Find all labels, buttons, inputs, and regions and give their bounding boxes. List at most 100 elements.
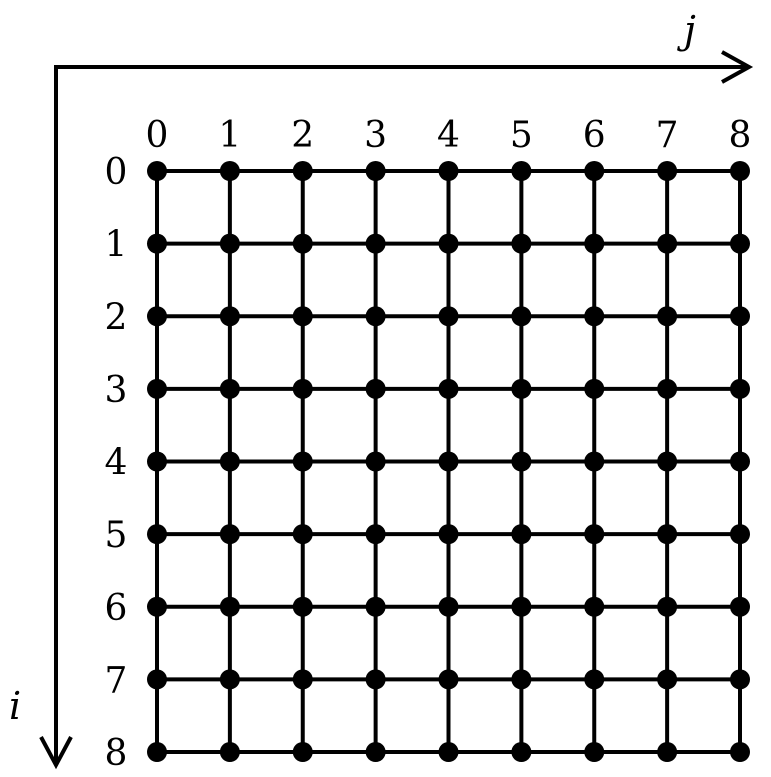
row-label-3: 3 <box>105 370 128 411</box>
j-axis-label: j <box>677 8 696 52</box>
column-label-2: 2 <box>291 115 314 156</box>
node-3-5 <box>511 378 532 399</box>
node-4-1 <box>219 451 240 472</box>
node-4-2 <box>292 451 313 472</box>
node-3-8 <box>730 378 750 399</box>
node-1-2 <box>292 233 313 254</box>
column-label-0: 0 <box>146 115 169 156</box>
node-7-2 <box>292 669 313 690</box>
node-6-2 <box>292 596 313 617</box>
column-label-5: 5 <box>510 115 533 156</box>
node-6-7 <box>657 596 678 617</box>
node-4-3 <box>365 451 386 472</box>
row-label-5: 5 <box>105 515 128 556</box>
node-1-3 <box>365 233 386 254</box>
row-label-8: 8 <box>105 733 128 774</box>
node-0-1 <box>219 161 240 181</box>
node-2-3 <box>365 306 386 327</box>
node-8-1 <box>219 742 240 762</box>
node-6-4 <box>438 596 459 617</box>
row-label-6: 6 <box>105 588 128 629</box>
node-8-2 <box>292 742 313 762</box>
node-1-6 <box>584 233 605 254</box>
row-label-1: 1 <box>105 225 128 266</box>
node-6-6 <box>584 596 605 617</box>
node-3-0 <box>147 378 167 399</box>
node-3-3 <box>365 378 386 399</box>
node-5-8 <box>730 524 750 545</box>
node-0-3 <box>365 161 386 181</box>
node-7-1 <box>219 669 240 690</box>
node-4-5 <box>511 451 532 472</box>
node-8-4 <box>438 742 459 762</box>
node-4-8 <box>730 451 750 472</box>
node-8-0 <box>147 742 167 762</box>
node-1-7 <box>657 233 678 254</box>
node-0-8 <box>730 161 750 181</box>
node-5-6 <box>584 524 605 545</box>
node-7-4 <box>438 669 459 690</box>
node-0-6 <box>584 161 605 181</box>
node-0-2 <box>292 161 313 181</box>
node-3-1 <box>219 378 240 399</box>
node-0-5 <box>511 161 532 181</box>
node-1-4 <box>438 233 459 254</box>
grid-nodes <box>147 161 750 762</box>
node-6-0 <box>147 596 167 617</box>
node-7-8 <box>730 669 750 690</box>
row-label-4: 4 <box>105 443 128 484</box>
node-3-4 <box>438 378 459 399</box>
node-6-8 <box>730 596 750 617</box>
node-3-2 <box>292 378 313 399</box>
node-5-4 <box>438 524 459 545</box>
node-6-3 <box>365 596 386 617</box>
node-8-3 <box>365 742 386 762</box>
node-4-7 <box>657 451 678 472</box>
node-7-3 <box>365 669 386 690</box>
column-label-6: 6 <box>583 115 606 156</box>
node-3-7 <box>657 378 678 399</box>
node-2-6 <box>584 306 605 327</box>
node-1-0 <box>147 233 167 254</box>
node-7-5 <box>511 669 532 690</box>
column-labels: 0 1 2 3 4 5 6 7 8 <box>146 115 752 156</box>
node-4-4 <box>438 451 459 472</box>
node-0-4 <box>438 161 459 181</box>
node-8-5 <box>511 742 532 762</box>
column-label-4: 4 <box>437 115 460 156</box>
node-2-1 <box>219 306 240 327</box>
node-8-7 <box>657 742 678 762</box>
node-2-2 <box>292 306 313 327</box>
node-2-7 <box>657 306 678 327</box>
node-0-7 <box>657 161 678 181</box>
row-label-2: 2 <box>105 297 128 338</box>
j-axis-arrowhead <box>721 50 754 84</box>
node-7-6 <box>584 669 605 690</box>
row-label-0: 0 <box>105 152 128 193</box>
node-8-6 <box>584 742 605 762</box>
node-5-3 <box>365 524 386 545</box>
node-2-0 <box>147 306 167 327</box>
row-labels: 0 1 2 3 4 5 6 7 8 <box>105 152 128 774</box>
column-label-3: 3 <box>364 115 387 156</box>
node-2-4 <box>438 306 459 327</box>
node-0-0 <box>147 161 167 181</box>
node-2-5 <box>511 306 532 327</box>
node-7-0 <box>147 669 167 690</box>
node-7-7 <box>657 669 678 690</box>
node-5-0 <box>147 524 167 545</box>
node-2-8 <box>730 306 750 327</box>
i-axis-label: i <box>9 684 21 728</box>
node-1-8 <box>730 233 750 254</box>
column-label-8: 8 <box>729 115 752 156</box>
column-label-1: 1 <box>218 115 241 156</box>
node-4-0 <box>147 451 167 472</box>
node-6-5 <box>511 596 532 617</box>
row-label-7: 7 <box>105 660 128 701</box>
node-1-1 <box>219 233 240 254</box>
node-1-5 <box>511 233 532 254</box>
node-5-7 <box>657 524 678 545</box>
node-5-2 <box>292 524 313 545</box>
node-8-8 <box>730 742 750 762</box>
